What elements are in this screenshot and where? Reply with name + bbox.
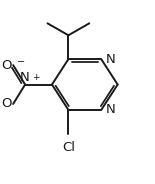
Text: N: N	[106, 103, 115, 116]
Text: O: O	[1, 59, 12, 72]
Text: Cl: Cl	[62, 141, 75, 154]
Text: N: N	[20, 71, 30, 84]
Text: N: N	[106, 53, 115, 66]
Text: +: +	[32, 73, 39, 82]
Text: −: −	[17, 57, 25, 67]
Text: O: O	[1, 98, 12, 110]
